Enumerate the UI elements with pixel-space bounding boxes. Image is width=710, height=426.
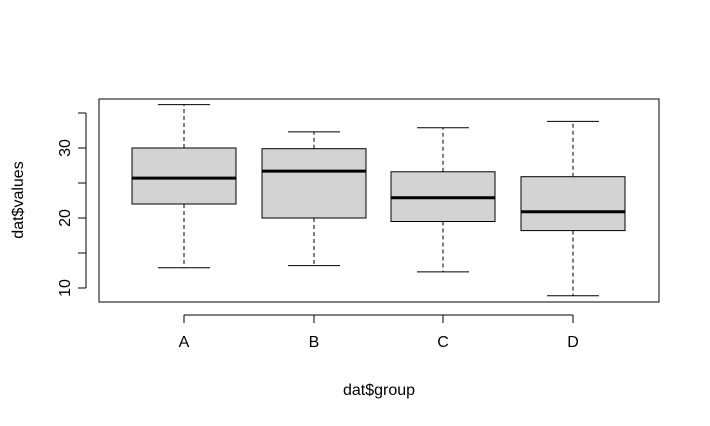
x-axis-label: dat$group xyxy=(343,382,415,399)
box-B xyxy=(261,131,367,267)
x-axis: A B C D xyxy=(179,314,579,351)
x-tick-label-A: A xyxy=(179,334,190,351)
y-axis: 10 20 30 xyxy=(57,112,87,297)
x-tick-label-C: C xyxy=(437,334,449,351)
box-A xyxy=(131,104,237,269)
y-tick-label-10: 10 xyxy=(57,279,74,297)
x-tick-label-B: B xyxy=(309,334,320,351)
x-tick-label-D: D xyxy=(567,334,579,351)
iqr-box-A xyxy=(131,147,237,205)
iqr-box-B xyxy=(261,148,367,219)
plot-frame xyxy=(98,98,660,303)
y-tick-label-20: 20 xyxy=(57,209,74,227)
box-D xyxy=(520,120,626,297)
boxes-layer xyxy=(131,104,626,297)
y-axis-label: dat$values xyxy=(10,161,27,238)
box-C xyxy=(390,127,496,273)
iqr-box-D xyxy=(520,176,626,232)
y-tick-label-30: 30 xyxy=(57,139,74,157)
